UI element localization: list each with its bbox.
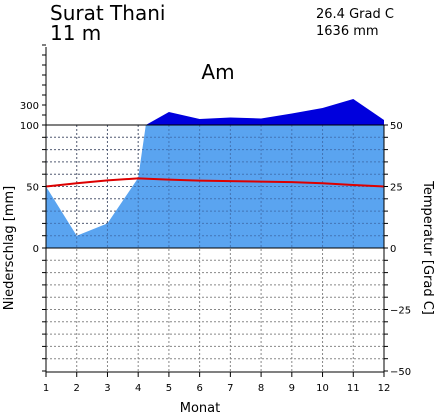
x-tick-label: 10 (316, 383, 329, 394)
y-axis-left-label: Niederschlag [mm] (2, 186, 17, 311)
x-tick-label: 8 (258, 383, 264, 394)
y-left-tick-label: 50 (26, 183, 39, 194)
x-tick-label: 4 (135, 383, 141, 394)
y-axis-right-label: Temperatur [Grad C] (420, 180, 435, 315)
y-right-tick-label: −50 (390, 367, 411, 378)
x-tick-label: 9 (289, 383, 295, 394)
x-tick-label: 6 (196, 383, 202, 394)
annual-precipitation: 1636 mm (316, 24, 379, 39)
y-left-tick-label: 100 (20, 121, 39, 132)
temperature-line (45, 177, 385, 188)
x-tick-label: 12 (378, 383, 391, 394)
climate-class: Am (201, 60, 234, 84)
y-right-tick-label: 25 (390, 183, 403, 194)
y-right-tick-label: 0 (390, 244, 396, 255)
x-tick-label: 11 (347, 383, 360, 394)
x-tick-label: 2 (74, 383, 80, 394)
x-tick-label: 5 (166, 383, 172, 394)
x-tick-label: 3 (104, 383, 110, 394)
x-tick-label: 1 (43, 383, 49, 394)
y-right-tick-label: 50 (390, 121, 403, 132)
grid-overlay (46, 125, 384, 248)
y-left-tick-label: 0 (33, 244, 39, 255)
y-left-tick-label: 300 (20, 101, 39, 112)
x-axis-label: Monat (180, 401, 220, 416)
station-name: Surat Thani (50, 1, 165, 25)
station-elevation: 11 m (50, 21, 101, 45)
axes (42, 44, 388, 377)
y-right-tick-label: −25 (390, 306, 411, 317)
x-tick-label: 7 (227, 383, 233, 394)
precip-upper-area (46, 99, 384, 125)
precip-lower-area (46, 125, 384, 248)
mean-temperature: 26.4 Grad C (316, 7, 394, 22)
